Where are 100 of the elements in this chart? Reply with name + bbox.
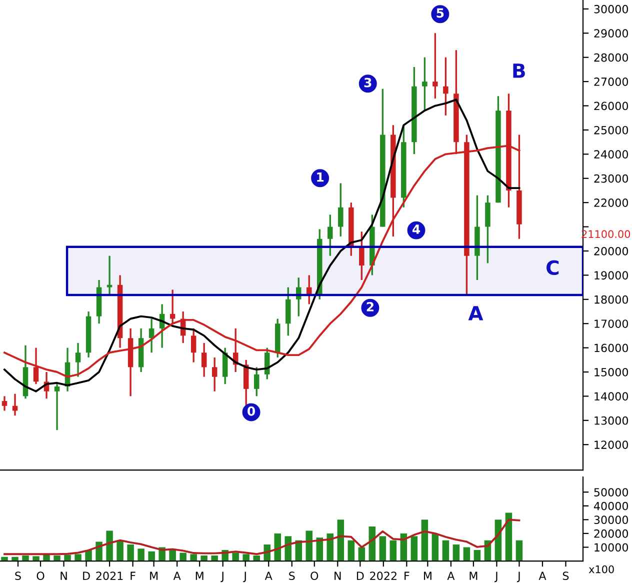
- bar: [505, 512, 512, 562]
- bar: [253, 556, 260, 562]
- bar: [190, 554, 197, 562]
- y-tick-label: 14000: [594, 392, 628, 401]
- annotation: 5: [436, 8, 444, 18]
- x-tick-label: D: [83, 572, 90, 580]
- annotation: A: [468, 306, 484, 320]
- bar: [358, 547, 366, 562]
- candlestick: [306, 274, 312, 306]
- bar: [348, 540, 355, 562]
- y-axis-title: x100: [588, 565, 614, 574]
- x-tick-label: N: [334, 572, 341, 580]
- y-tick-label: 17000: [594, 320, 628, 328]
- y-tick-label: 12000: [594, 440, 628, 449]
- y-tick-label: 20000: [594, 246, 628, 256]
- candlestick: [190, 328, 196, 364]
- bar: [337, 520, 344, 562]
- y-tick-label: 19000: [594, 271, 628, 280]
- bar: [127, 544, 134, 562]
- x-tick-label: O: [36, 572, 44, 580]
- annotation: 0: [248, 406, 256, 416]
- candlestick: [254, 366, 260, 398]
- bar: [242, 554, 250, 562]
- candlestick: [201, 342, 207, 378]
- y-tick-label: 15000: [594, 368, 628, 376]
- annotation: B: [513, 64, 525, 78]
- candlestick: [443, 56, 448, 116]
- x-tick-label: O: [310, 572, 318, 580]
- x-tick-label: N: [60, 572, 67, 580]
- bar: [379, 536, 386, 562]
- x-tick-label: M: [470, 572, 478, 580]
- bar: [421, 520, 428, 562]
- candlestick: [212, 356, 218, 392]
- y-tick-label: 29000: [594, 29, 628, 38]
- y-tick-label: 20000: [594, 529, 628, 538]
- x-tick-label: 2021: [96, 572, 123, 580]
- candlestick: [359, 230, 364, 281]
- bar: [463, 547, 470, 562]
- bar: [284, 536, 292, 562]
- y-tick-label: 24000: [594, 150, 628, 159]
- bar: [138, 548, 144, 562]
- x-tick-label: S: [15, 572, 21, 580]
- bar: [442, 540, 450, 562]
- x-tick-label: F: [404, 572, 410, 580]
- x-tick-label: A: [538, 572, 546, 580]
- bar: [432, 533, 439, 562]
- candlestick: [338, 182, 344, 238]
- annotation: 2: [366, 302, 374, 312]
- annotation: C: [546, 260, 559, 275]
- bar: [74, 554, 82, 562]
- x-tick-label: J: [243, 572, 246, 582]
- bar: [64, 554, 71, 562]
- bar: [211, 556, 218, 562]
- x-tick-label: J: [494, 572, 498, 582]
- candlestick: [422, 56, 428, 112]
- bar: [516, 540, 523, 562]
- bar: [22, 556, 29, 562]
- y-tick-label: 18000: [594, 295, 628, 304]
- y-tick-label: 27000: [594, 78, 628, 86]
- x-tick-label: M: [424, 572, 432, 580]
- x-tick-label: D: [356, 572, 364, 580]
- bar: [106, 530, 113, 562]
- candlestick: [54, 383, 60, 431]
- bar: [116, 540, 124, 562]
- bar: [169, 550, 176, 562]
- x-tick-label: A: [264, 572, 272, 580]
- y-tick-label: 13000: [594, 416, 628, 425]
- x-tick-label: A: [447, 572, 455, 580]
- line-series: [4, 98, 520, 392]
- bar: [148, 551, 155, 562]
- candlestick: [106, 254, 112, 296]
- y-tick-label: 50000: [594, 488, 628, 496]
- y-tick-label: 25000: [594, 126, 628, 134]
- candlestick: [432, 32, 438, 100]
- x-tick-label: J: [517, 572, 520, 582]
- x-tick-label: M: [150, 572, 158, 580]
- candlestick: [75, 342, 81, 378]
- x-tick-label: A: [173, 572, 181, 580]
- x-tick-label: F: [130, 572, 136, 580]
- line-series: [4, 518, 520, 556]
- y-tick-label: 10000: [594, 543, 628, 552]
- bar: [200, 556, 208, 562]
- annotation: 1: [317, 172, 324, 182]
- bar: [410, 536, 418, 562]
- annotation: 4: [412, 224, 420, 234]
- x-tick-label: J: [220, 572, 224, 582]
- y-tick-label: 30000: [594, 4, 628, 14]
- x-tick-label: S: [289, 572, 295, 580]
- y-tick-label: 40000: [594, 502, 628, 510]
- bar: [232, 552, 239, 562]
- bar: [474, 550, 481, 562]
- annotation: 3: [364, 78, 372, 88]
- y-tick-label: 16000: [594, 344, 628, 352]
- bar: [274, 533, 281, 562]
- candlestick: [328, 214, 333, 257]
- y-tick-label: 22000: [594, 198, 628, 207]
- x-tick-label: S: [562, 572, 569, 580]
- x-tick-label: M: [196, 572, 204, 580]
- y-tick-label: 28000: [594, 53, 628, 62]
- candlestick: [2, 395, 8, 412]
